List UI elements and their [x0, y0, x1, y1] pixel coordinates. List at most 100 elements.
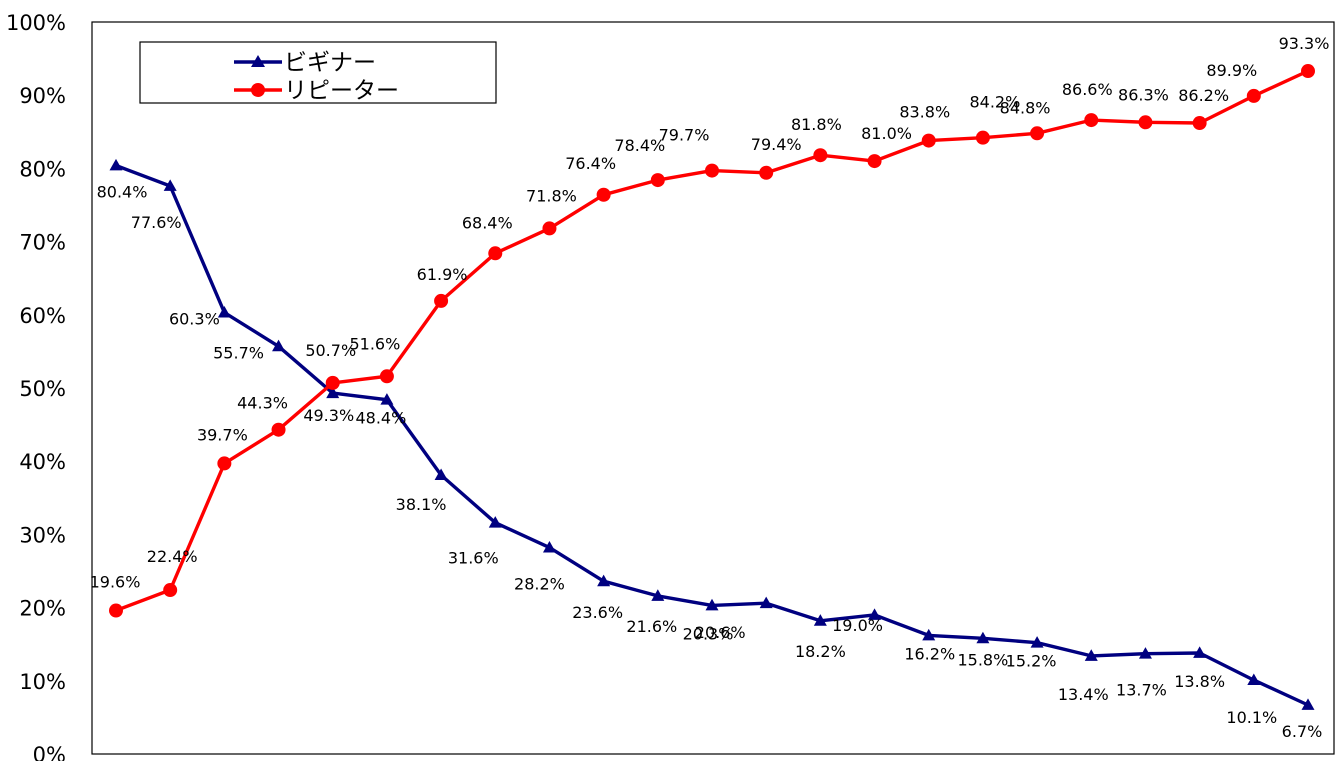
- series-marker-point: [434, 293, 449, 308]
- data-label-repeater: 86.3%: [1118, 85, 1169, 104]
- legend-label: ビギナー: [284, 50, 376, 76]
- data-label-repeater: 79.7%: [659, 126, 710, 145]
- series-marker-point: [868, 608, 882, 620]
- series-marker-point: [650, 173, 665, 188]
- data-label-beginner: 16.2%: [904, 644, 955, 663]
- legend-marker: [251, 55, 265, 67]
- data-label-repeater: 71.8%: [526, 186, 577, 205]
- series-marker-point: [217, 306, 231, 318]
- data-label-repeater: 81.0%: [861, 124, 912, 143]
- data-label-beginner: 77.6%: [131, 213, 182, 232]
- series-marker-point: [759, 165, 774, 180]
- y-tick-label: 60%: [19, 304, 66, 328]
- y-tick-label: 0%: [33, 743, 66, 761]
- series-marker-point: [922, 628, 936, 641]
- series-marker-point: [1247, 673, 1261, 686]
- data-label-repeater: 83.8%: [899, 103, 950, 122]
- data-label-repeater: 89.9%: [1206, 61, 1257, 80]
- data-label-beginner: 20.3%: [683, 624, 734, 643]
- y-tick-label: 90%: [19, 84, 66, 108]
- data-label-beginner: 49.3%: [303, 406, 354, 425]
- series-marker-point: [976, 631, 990, 644]
- series-marker-point: [1301, 698, 1315, 710]
- legend-label: リピーター: [284, 78, 399, 104]
- series-marker-point: [1084, 649, 1098, 661]
- series-marker-point: [813, 148, 828, 163]
- legend-box: [139, 41, 497, 104]
- data-label-beginner: 10.1%: [1226, 708, 1277, 727]
- series-marker-point: [921, 133, 936, 148]
- series-marker-point: [325, 375, 340, 390]
- series-marker-point: [488, 516, 502, 528]
- data-label-repeater: 61.9%: [417, 265, 468, 284]
- series-marker-point: [1301, 64, 1315, 79]
- legend-marker: [251, 83, 265, 97]
- data-label-repeater: 81.8%: [791, 115, 842, 134]
- series-marker-point: [163, 583, 178, 598]
- data-label-beginner: 13.8%: [1174, 672, 1225, 691]
- series-marker-point: [705, 598, 719, 611]
- y-tick-label: 20%: [19, 597, 66, 621]
- y-tick-label: 40%: [19, 450, 66, 474]
- data-label-beginner: 6.7%: [1282, 722, 1323, 741]
- data-label-repeater: 84.2%: [969, 93, 1020, 112]
- data-label-repeater: 68.4%: [462, 213, 513, 232]
- data-label-beginner: 21.6%: [626, 617, 677, 636]
- y-tick-label: 50%: [19, 377, 66, 401]
- data-label-repeater: 84.8%: [1000, 98, 1051, 117]
- series-marker-point: [1138, 647, 1152, 659]
- data-label-beginner: 80.4%: [97, 182, 148, 201]
- data-label-beginner: 13.7%: [1116, 681, 1167, 700]
- series-marker-point: [326, 386, 340, 399]
- series-marker-point: [380, 393, 394, 405]
- series-marker-point: [434, 468, 448, 481]
- series-marker-point: [1030, 126, 1045, 141]
- series-marker-point: [271, 422, 286, 437]
- series-marker-point: [759, 596, 773, 609]
- y-tick-label: 30%: [19, 523, 66, 547]
- series-marker-point: [1192, 116, 1207, 131]
- plot-area-frame: [91, 21, 1335, 755]
- data-label-beginner: 23.6%: [572, 603, 623, 622]
- data-label-repeater: 93.3%: [1279, 34, 1330, 53]
- series-marker-point: [542, 540, 556, 553]
- series-marker-point: [379, 369, 394, 384]
- series-marker-point: [1246, 88, 1261, 103]
- y-tick-label: 70%: [19, 231, 66, 255]
- data-label-repeater: 44.3%: [237, 394, 288, 413]
- y-tick-label: 10%: [19, 670, 66, 694]
- data-label-beginner: 15.2%: [1006, 652, 1057, 671]
- series-marker-point: [1030, 636, 1044, 648]
- series-marker-point: [1084, 113, 1099, 128]
- data-label-repeater: 79.4%: [751, 135, 802, 154]
- series-marker-point: [488, 246, 503, 261]
- series-marker-point: [272, 339, 286, 352]
- data-label-repeater: 51.6%: [349, 334, 400, 353]
- series-marker-point: [217, 456, 232, 471]
- data-label-beginner: 48.4%: [355, 409, 406, 428]
- y-tick-label: 80%: [19, 157, 66, 181]
- data-label-beginner: 38.1%: [396, 495, 447, 514]
- data-label-repeater: 22.4%: [147, 547, 198, 566]
- data-label-beginner: 20.6%: [695, 623, 746, 642]
- data-label-repeater: 86.2%: [1178, 86, 1229, 105]
- data-label-beginner: 13.4%: [1058, 685, 1109, 704]
- series-marker-point: [109, 603, 123, 618]
- y-axis-tick-labels: 0% 10% 20% 30% 40% 50% 60% 70% 80% 90% 100%: [6, 11, 66, 765]
- series-marker-point: [975, 130, 990, 145]
- data-label-repeater: 78.4%: [614, 136, 665, 155]
- series-marker-point: [705, 163, 719, 178]
- series-marker-point: [597, 574, 611, 587]
- data-label-beginner: 15.8%: [957, 650, 1008, 669]
- data-label-beginner: 55.7%: [213, 343, 264, 362]
- series-marker-point: [163, 179, 177, 191]
- y-tick-label: 100%: [6, 11, 66, 35]
- series-markers: [109, 64, 1315, 710]
- series-marker-point: [813, 614, 827, 626]
- data-label-beginner: 28.2%: [514, 575, 565, 594]
- data-label-repeater: 76.4%: [565, 154, 616, 173]
- data-label-repeater: 50.7%: [305, 341, 356, 360]
